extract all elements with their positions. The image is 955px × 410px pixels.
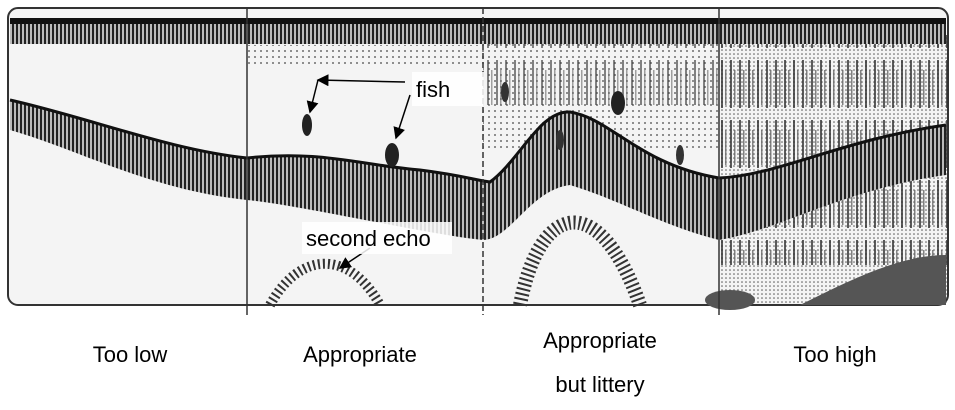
echogram-diagram: fish second echo Too low Appropriate App…: [0, 0, 955, 410]
panel-labels: Too low Appropriate Appropriate but litt…: [93, 328, 877, 397]
echogram: fish second echo: [8, 8, 948, 315]
panel-label: Too high: [793, 342, 876, 367]
second-echo-annotation: second echo: [306, 226, 431, 251]
panel-label: Appropriate: [303, 342, 417, 367]
panel-label: Too low: [93, 342, 168, 367]
panel-label: but littery: [555, 372, 644, 397]
fish-annotation: fish: [416, 77, 450, 102]
panel-label: Appropriate: [543, 328, 657, 353]
